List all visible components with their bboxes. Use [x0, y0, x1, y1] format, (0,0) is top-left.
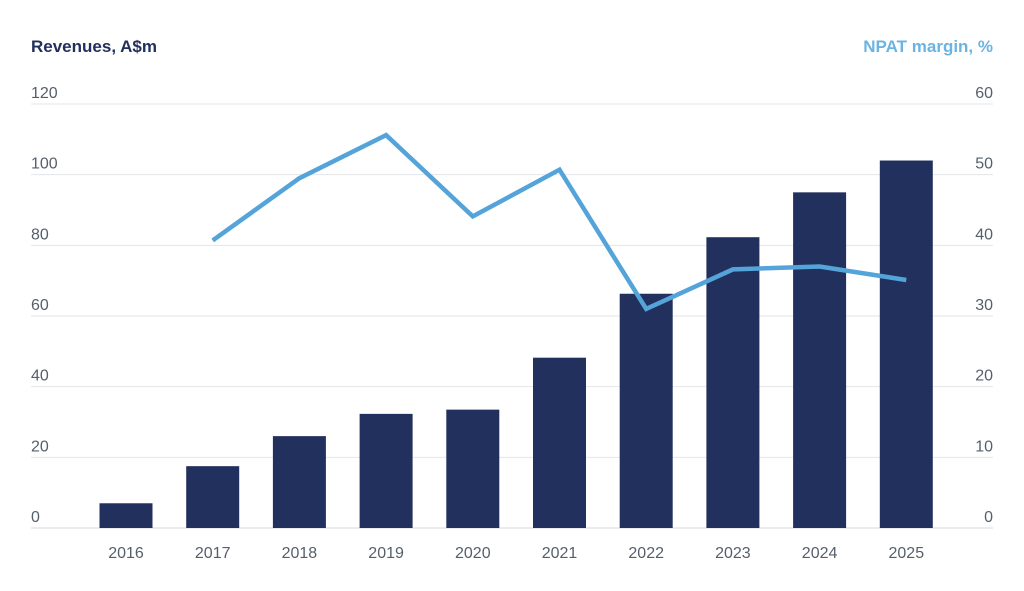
- left-tick-label: 0: [31, 509, 40, 526]
- left-tick-label: 80: [31, 226, 49, 243]
- right-tick-label: 20: [975, 368, 993, 385]
- revenue-bar: [272, 436, 326, 528]
- x-tick-label: 2017: [195, 545, 231, 562]
- npat-margin-line-group: [211, 132, 907, 312]
- right-tick-label: 0: [984, 509, 993, 526]
- revenue-bar: [533, 357, 586, 528]
- revenue-bar: [99, 503, 153, 528]
- axis-labels: Revenues, A$m NPAT margin, % 0 20 40 60 80 10…: [31, 37, 993, 562]
- revenue-bar: [879, 160, 933, 529]
- right-tick-label: 10: [975, 438, 993, 455]
- right-tick-label: 60: [975, 85, 993, 102]
- revenue-bar: [706, 237, 760, 528]
- right-tick-label: 40: [975, 226, 993, 243]
- x-tick-label: 2018: [282, 545, 318, 562]
- x-tick-label: 2021: [542, 545, 578, 562]
- revenue-bar: [619, 293, 673, 528]
- gridlines: [31, 103, 993, 529]
- x-tick-label: 2025: [889, 545, 925, 562]
- x-tick-label: 2016: [108, 545, 144, 562]
- right-tick-label: 30: [975, 297, 993, 314]
- left-tick-label: 120: [31, 85, 58, 102]
- left-tick-label: 40: [31, 368, 49, 385]
- revenue-bar: [793, 192, 847, 529]
- x-tick-label: 2020: [455, 545, 491, 562]
- x-tick-label: 2022: [628, 545, 664, 562]
- right-tick-label: 50: [975, 156, 993, 173]
- revenue-bar: [359, 413, 413, 528]
- revenue-bars: [99, 160, 933, 529]
- left-tick-label: 100: [31, 156, 58, 173]
- revenue-bar: [446, 409, 500, 528]
- left-axis-title: Revenues, A$m: [31, 37, 157, 56]
- x-tick-label: 2019: [368, 545, 404, 562]
- x-tick-label: 2024: [802, 545, 838, 562]
- revenue-bar: [186, 466, 240, 528]
- left-tick-label: 60: [31, 297, 49, 314]
- left-tick-label: 20: [31, 438, 49, 455]
- right-axis-title: NPAT margin, %: [863, 37, 993, 56]
- x-tick-label: 2023: [715, 545, 751, 562]
